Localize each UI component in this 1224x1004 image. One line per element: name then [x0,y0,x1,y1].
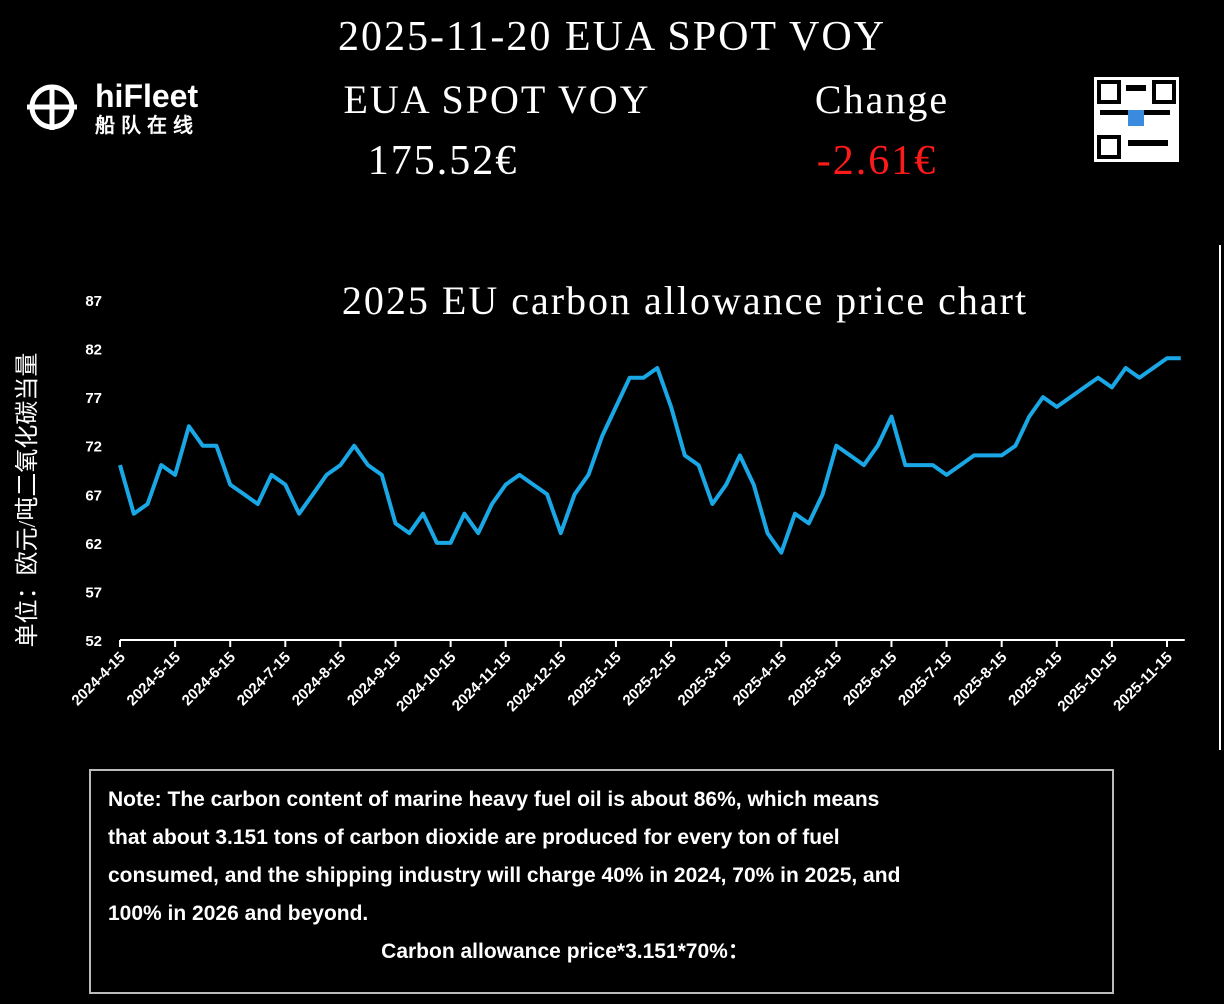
y-tick-label: 72 [85,439,102,456]
qr-finder [1152,80,1176,104]
y-tick-label: 57 [85,584,102,601]
y-tick-label: 77 [85,390,102,407]
qr-logo [1128,110,1144,126]
chart-title: 2025 EU carbon allowance price chart [342,278,1028,323]
y-tick-label: 67 [85,487,102,504]
note-box [89,769,1114,994]
qr-code [1094,77,1179,162]
label-change: Change [815,77,949,122]
note-line: Note: The carbon content of marine heavy… [108,788,879,811]
qr-module [1128,140,1168,146]
y-tick-label: 87 [85,293,102,310]
price: 175.52€ [368,138,519,184]
note: Note: The carbon content of marine heavy… [108,788,900,963]
qr-finder [1097,135,1121,159]
note-formula: Carbon allowance price*3.151*70%： [381,940,749,963]
qr-module [1126,85,1146,91]
note-line: 100% in 2026 and beyond. [108,902,368,925]
y-tick-label: 52 [85,633,102,650]
y-axis-label: 单位：欧元/吨二氧化碳当量 [14,353,41,648]
logo-text: hiFleet [95,78,198,114]
change: -2.61€ [817,138,938,184]
logo: hiFleet 船队在线 [27,78,199,137]
y-tick-label: 82 [85,342,102,359]
note-line: that about 3.151 tons of carbon dioxide … [108,826,840,849]
label-name: EUA SPOT VOY [343,77,650,122]
note-line: consumed, and the shipping industry will… [108,864,900,887]
qr-finder [1097,80,1121,104]
price-line [118,356,1181,555]
logo-subtext: 船队在线 [95,113,199,137]
page-title: 2025-11-20 EUA SPOT VOY [338,14,886,60]
y-tick-label: 62 [85,536,102,553]
